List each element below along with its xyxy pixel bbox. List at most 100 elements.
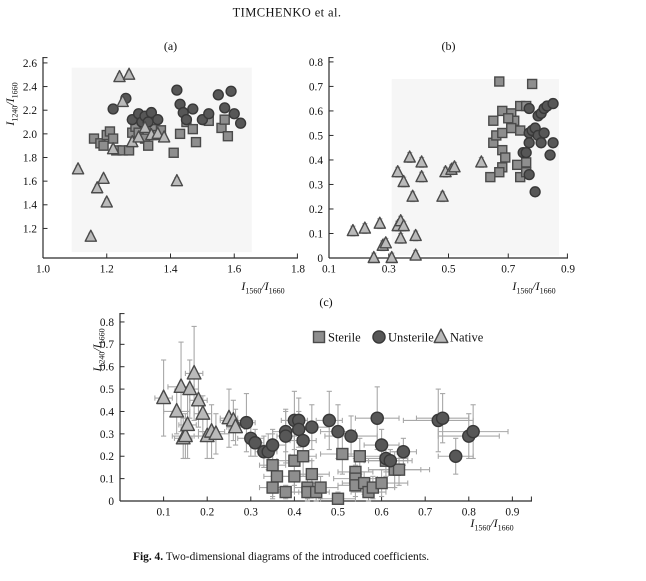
data-point-native [138,120,152,134]
y-tick-label: 0 [317,253,323,265]
data-point-native [190,391,206,407]
data-point-native [367,250,381,264]
y-tick-label: 0.6 [100,362,114,374]
x-tick-label: 1.4 [163,264,177,276]
data-point-sterile [187,123,199,135]
data-point-unsterile [370,411,384,425]
data-point-unsterile [523,137,535,149]
caption-label: Fig. 4. [133,551,164,563]
y-tick-label: 0.3 [309,179,323,191]
data-point-native [113,69,126,83]
data-point-sterile [296,450,310,463]
data-point-native [391,165,404,178]
data-point-sterile [266,481,279,494]
x-tick-label: 0.7 [418,507,432,519]
y-tick-label: 1.6 [23,176,37,188]
panel-label: (a) [164,39,177,53]
data-point-native [97,171,110,184]
legend-item-native: Native [433,328,484,344]
data-point-unsterile [225,85,237,97]
data-point-native [448,160,461,173]
data-point-unsterile [248,436,262,450]
x-tick-label: 0.7 [501,264,515,276]
data-point-unsterile [107,103,119,115]
data-point-unsterile [535,137,547,149]
data-point-unsterile [171,84,183,96]
y-tick-label: 0.1 [100,474,114,486]
data-point-native [177,427,193,443]
plot-background [71,67,252,253]
data-point-unsterile [466,424,480,439]
panel-b-plot: 0.1 0.3 0.5 0.7 0.900.10.20.30.40.50.60.70.8… [309,39,576,276]
panel-a-plot: 1.0 1.2 1.4 1.6 1.8 1.2 1.4 1.6 1.8 2.0 2.2 2.4 2.6 (… [23,39,306,276]
legend: Sterile Unsterile Native [312,328,484,344]
x-tick-label: 0.5 [331,507,345,519]
legend-item-unsterile: Unsterile [372,330,434,344]
y-tick-label: 0.8 [100,317,114,329]
data-point-unsterile [265,438,280,452]
data-point-unsterile [538,127,550,139]
data-point-unsterile [296,433,310,448]
data-point-native [228,418,244,434]
data-point-unsterile [212,89,224,101]
data-point-native [106,142,120,155]
x-tick-label: 1.6 [227,264,241,276]
data-point-unsterile [523,102,535,115]
data-point-unsterile [152,114,164,126]
y-tick-label: 0.2 [100,451,114,463]
data-point-unsterile [529,186,541,198]
panel-label: (b) [442,39,456,53]
data-point-sterile [520,157,532,168]
data-point-unsterile [435,411,450,425]
y-tick-label: 0.6 [309,106,323,118]
data-point-native [180,416,196,432]
y-tick-label: 0.4 [309,155,323,167]
data-point-native [385,250,399,264]
x-tick-label: 0.1 [322,264,336,276]
legend-label-sterile: Sterile [328,330,361,344]
x-tick-label: 0.6 [375,507,389,519]
x-tick-label: 0.8 [462,507,476,519]
data-point-sterile [375,476,388,490]
y-tick-label: 0.8 [309,57,323,69]
y-tick-label: 2.0 [23,129,37,141]
data-point-native [415,169,428,183]
data-point-native [403,150,416,163]
x-tick-label: 0.9 [505,507,519,519]
data-point-native [186,364,202,380]
caption-text: Two-dimensional diagrams of the introduc… [163,551,430,563]
data-point-native [208,425,224,441]
data-point-sterile [392,463,406,476]
legend-marker-unsterile [372,330,386,344]
data-point-native [122,67,136,80]
y-tick-label: 0.7 [309,81,323,93]
data-point-sterile [494,76,505,87]
data-point-unsterile [234,117,247,129]
y-tick-label: 1.8 [23,152,37,164]
data-point-native [173,378,189,394]
data-point-sterile [314,481,327,494]
data-point-native [195,405,211,420]
x-tick-label: 1.2 [100,264,114,276]
legend-label-unsterile: Unsterile [388,330,434,344]
data-point-native [100,195,114,208]
panel-c-y-axis-label: I1240/I1660 [90,328,107,372]
panel-label: (c) [319,295,332,309]
y-tick-label: 0.7 [100,339,114,351]
data-point-sterile [98,140,109,151]
data-point-unsterile [547,97,559,110]
data-point-native [406,189,419,202]
data-point-unsterile [292,422,306,437]
data-point-native [436,189,449,202]
data-point-native [84,229,98,242]
data-point-native [157,130,171,143]
data-point-native [116,94,129,108]
data-point-native [132,130,145,143]
y-tick-label: 0.5 [100,384,114,396]
data-point-sterile [190,136,202,148]
data-point-unsterile [239,415,254,430]
panel-a-y-axis-label: I1240/I1660 [3,82,20,126]
data-point-sterile [503,113,514,124]
running-head: TIMCHENKO et al. [232,5,342,20]
y-tick-label: 1.2 [23,223,37,235]
